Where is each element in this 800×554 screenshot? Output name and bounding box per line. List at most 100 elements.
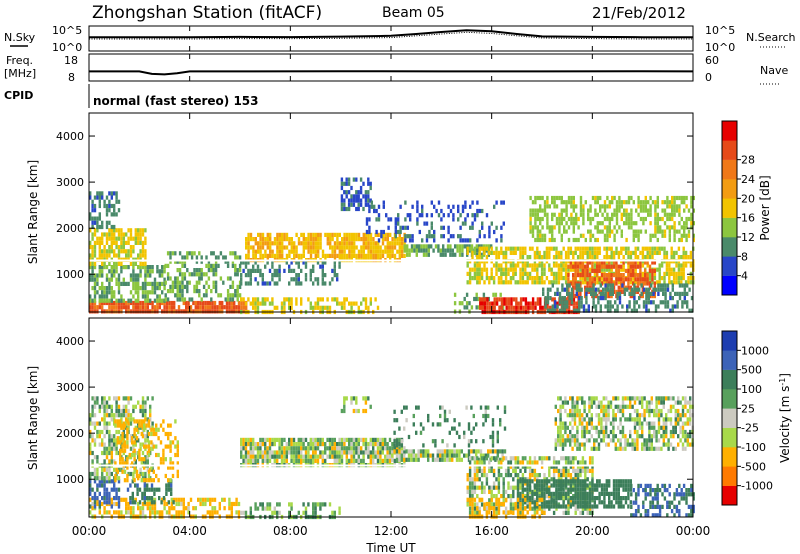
power-cell xyxy=(561,296,564,301)
velocity-cell xyxy=(379,437,382,442)
power-cell xyxy=(89,240,92,245)
power-cell xyxy=(504,276,508,281)
power-cell xyxy=(312,241,315,246)
velocity-cell xyxy=(150,478,153,483)
velocity-cell xyxy=(388,454,392,459)
power-cell xyxy=(134,286,137,291)
power-cell xyxy=(471,255,474,260)
power-cell xyxy=(101,232,104,237)
power-cell xyxy=(158,269,161,274)
power-cell xyxy=(543,263,546,268)
power-cell xyxy=(637,233,640,238)
power-cell xyxy=(586,273,589,278)
velocity-cell xyxy=(141,400,145,405)
power-cell xyxy=(317,241,320,246)
power-cell xyxy=(531,263,534,268)
power-cell xyxy=(132,269,135,274)
power-cell xyxy=(240,273,243,278)
power-cell xyxy=(673,200,676,205)
power-cell xyxy=(627,260,630,265)
power-cell xyxy=(207,268,211,273)
power-cell xyxy=(187,309,190,314)
power-cell xyxy=(480,255,484,260)
power-cell xyxy=(421,204,424,209)
velocity-cell xyxy=(393,409,396,414)
power-cell xyxy=(89,253,92,258)
power-cell xyxy=(345,177,348,182)
power-cell xyxy=(266,245,269,250)
power-cell xyxy=(156,300,159,306)
power-cell xyxy=(221,300,224,306)
velocity-cell xyxy=(249,450,252,455)
velocity-cell xyxy=(144,404,147,409)
velocity-cell xyxy=(288,502,291,507)
velocity-cell xyxy=(146,455,149,460)
power-cell xyxy=(269,249,272,254)
power-colorbar-swatch xyxy=(722,140,737,160)
power-cell xyxy=(115,199,118,204)
power-cell xyxy=(259,253,262,258)
velocity-cell xyxy=(131,452,134,458)
power-cell xyxy=(374,249,377,254)
power-cell xyxy=(588,281,592,286)
velocity-cell xyxy=(391,457,394,462)
velocity-cell xyxy=(415,405,418,410)
power-cell xyxy=(198,251,201,256)
power-cell xyxy=(521,246,525,251)
power-cell xyxy=(553,204,556,209)
power-cell xyxy=(522,297,525,302)
velocity-cell xyxy=(110,438,113,443)
power-cell xyxy=(336,297,339,302)
power-cell xyxy=(302,237,305,242)
velocity-cell xyxy=(146,434,149,439)
velocity-cell xyxy=(121,431,124,437)
power-cell xyxy=(500,263,503,268)
velocity-cell xyxy=(362,454,365,459)
power-cell xyxy=(367,249,370,254)
power-cell xyxy=(108,269,111,274)
power-cell xyxy=(567,277,570,282)
velocity-cell xyxy=(141,404,145,409)
power-cell xyxy=(189,305,193,310)
power-cell xyxy=(647,296,650,301)
power-cell xyxy=(440,208,443,214)
velocity-cell xyxy=(497,489,501,494)
velocity-cell xyxy=(240,442,243,447)
power-cell xyxy=(101,220,104,225)
power-cell xyxy=(89,261,92,266)
velocity-cell xyxy=(143,419,146,424)
power-cell xyxy=(576,260,580,265)
velocity-cell xyxy=(480,468,484,473)
power-cell xyxy=(163,277,166,282)
power-cell xyxy=(657,291,660,296)
power-cell xyxy=(668,229,671,234)
velocity-cell xyxy=(204,497,207,502)
velocity-cell xyxy=(398,457,401,462)
power-cell xyxy=(561,300,564,305)
velocity-cell xyxy=(503,409,507,414)
power-cell xyxy=(557,271,561,276)
velocity-cell xyxy=(89,429,92,435)
power-cell xyxy=(663,229,667,234)
power-cell xyxy=(161,269,164,274)
power-cell xyxy=(259,301,262,306)
power-cell xyxy=(572,195,575,201)
power-cell xyxy=(563,200,566,205)
power-cell xyxy=(633,291,636,296)
power-cell xyxy=(89,265,92,270)
velocity-cell xyxy=(391,450,394,455)
power-cell xyxy=(374,241,377,246)
velocity-cell xyxy=(292,446,296,451)
power-cell xyxy=(113,249,116,254)
velocity-cell xyxy=(509,506,513,511)
power-cell xyxy=(552,276,556,281)
velocity-cell xyxy=(473,464,477,469)
power-cell xyxy=(606,287,610,292)
power-cell xyxy=(264,237,267,242)
power-cell xyxy=(190,255,194,260)
power-cell xyxy=(615,204,619,209)
power-cell xyxy=(572,277,575,282)
power-cell xyxy=(278,277,281,282)
velocity-cell xyxy=(407,434,411,440)
velocity-cell xyxy=(119,419,122,424)
